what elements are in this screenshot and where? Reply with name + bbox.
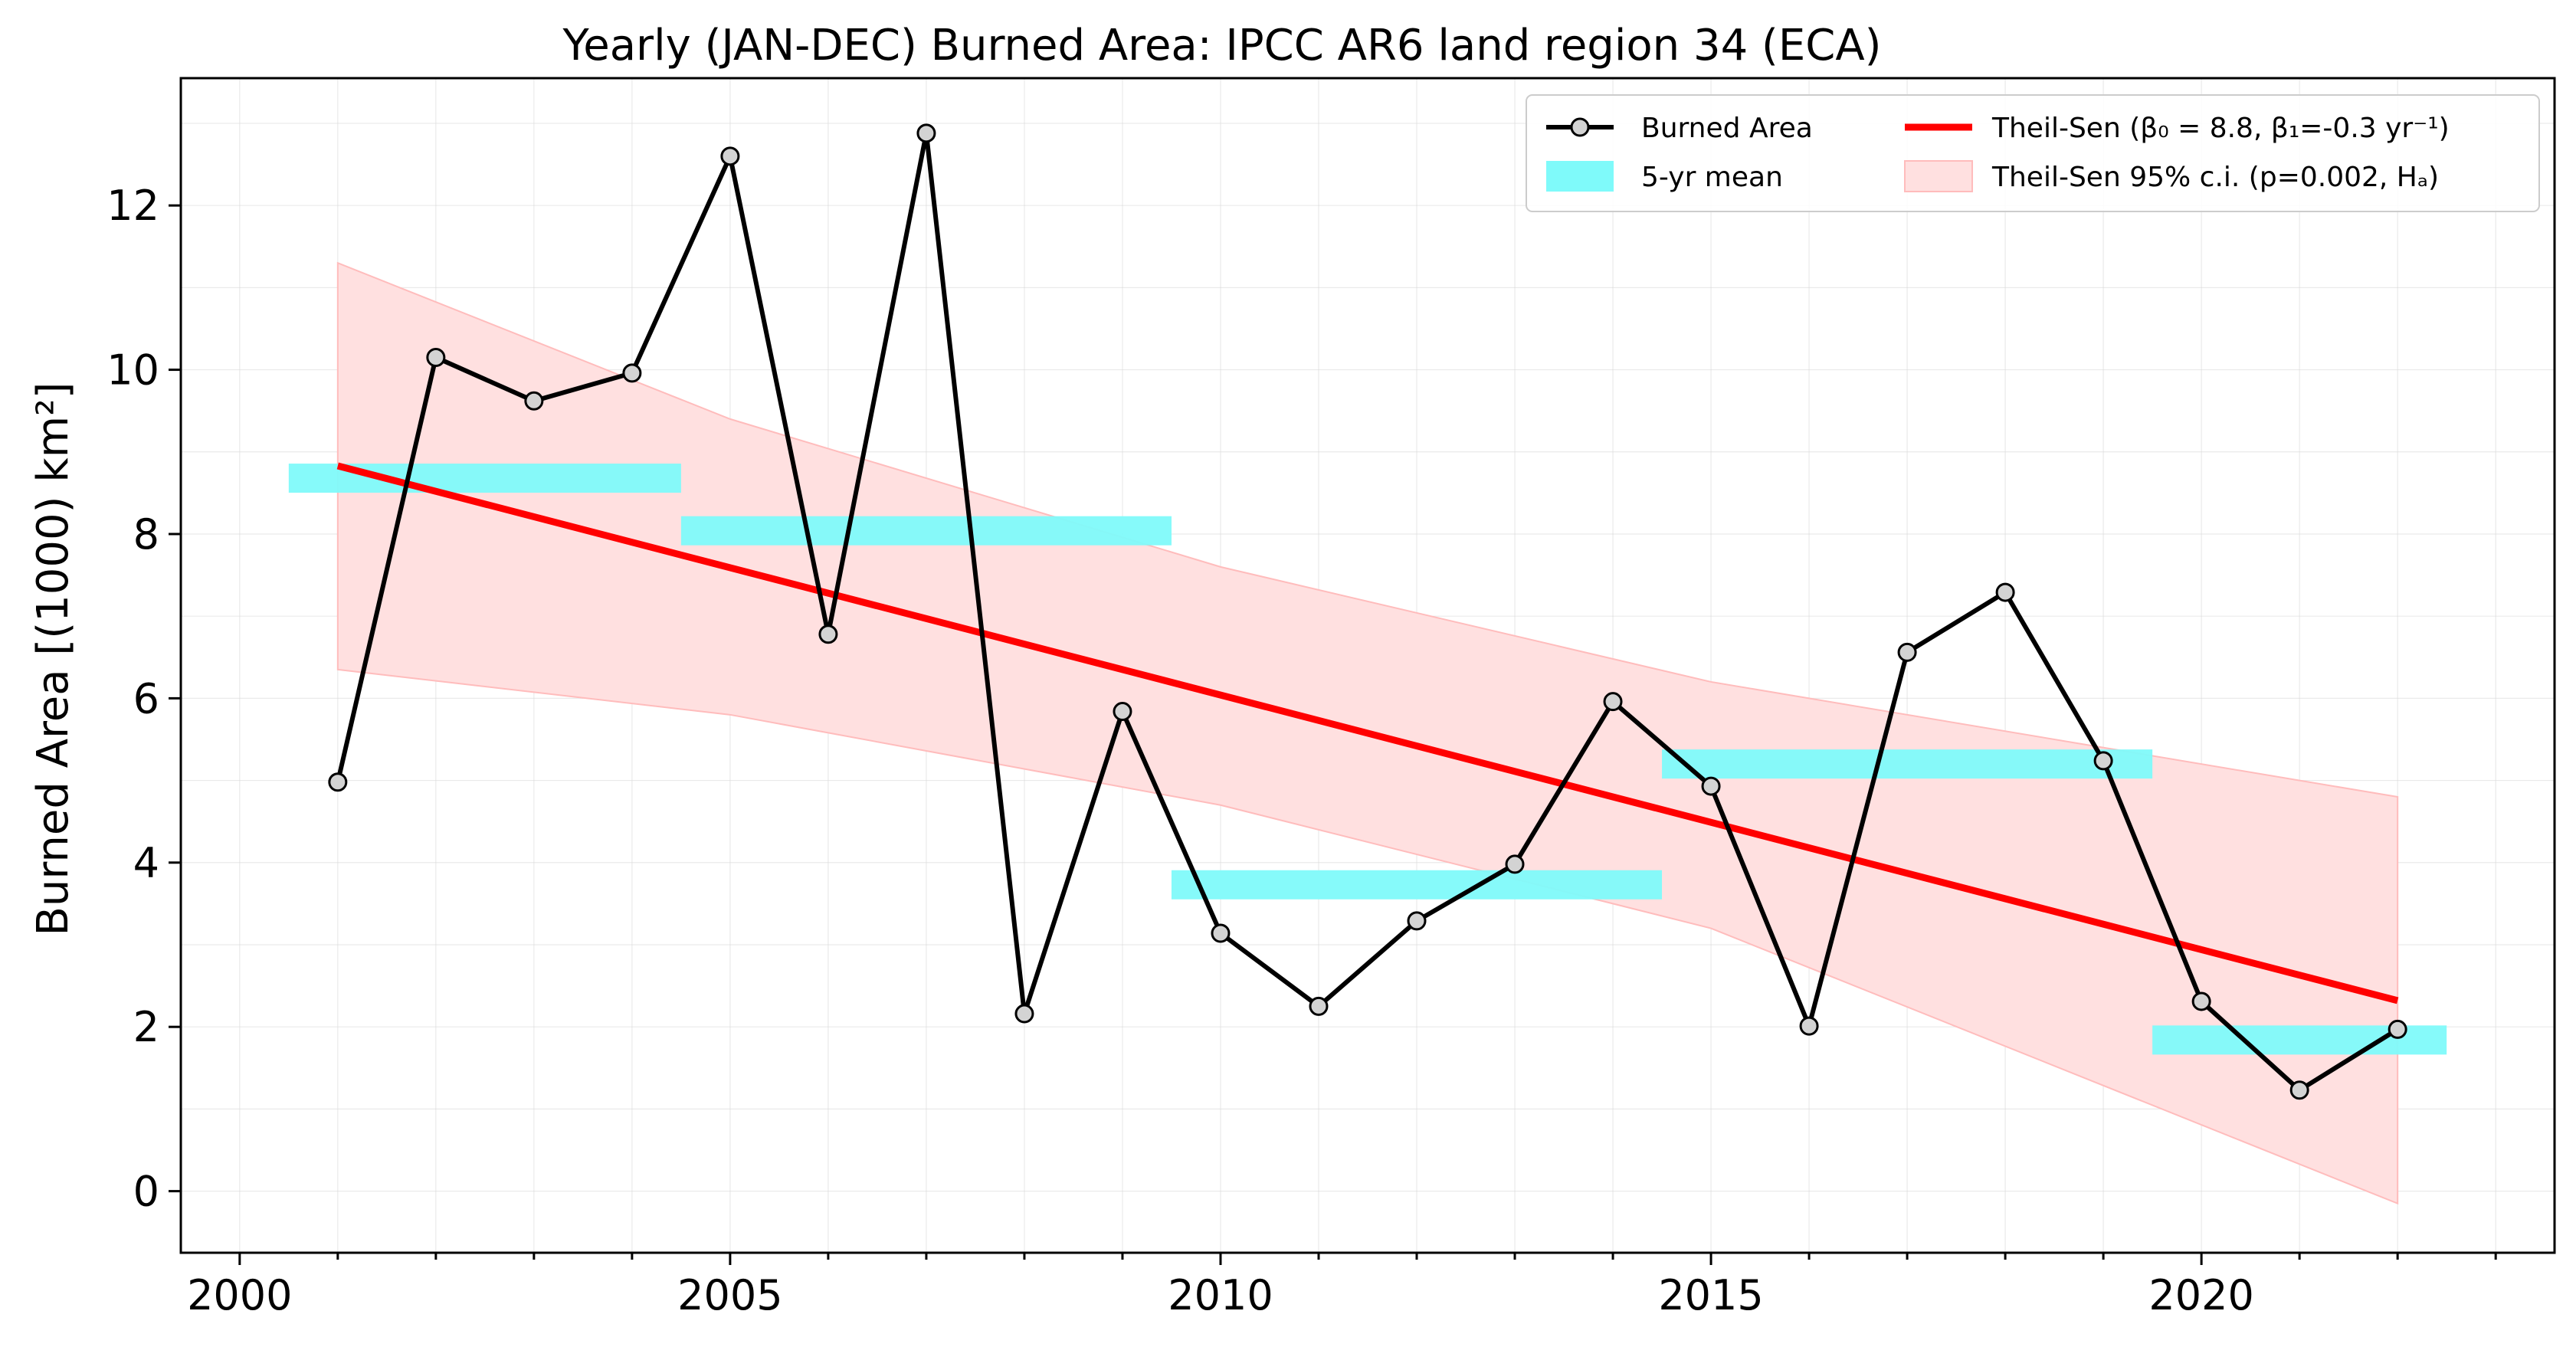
y-tick-label: 2: [133, 1003, 159, 1051]
y-tick-label: 4: [133, 839, 159, 887]
y-tick-label: 8: [133, 510, 159, 559]
y-tick-label: 12: [107, 182, 159, 230]
burned-area-point: [1995, 582, 2015, 602]
y-tick-label: 10: [107, 346, 159, 395]
burned-area-point: [1014, 1004, 1034, 1024]
legend-five-yr-mean-label: 5-yr mean: [1641, 162, 1783, 193]
x-tick-label: 2005: [677, 1271, 782, 1319]
burned-area-point: [1407, 911, 1427, 931]
x-tick-label: 2000: [187, 1271, 292, 1319]
burned-area-point: [1799, 1016, 1819, 1036]
legend-theil-sen-label: Theil-Sen (β₀ = 8.8, β₁=-0.3 yr⁻¹): [1991, 113, 2450, 144]
legend-box: [1526, 94, 2540, 212]
y-tick-label: 6: [133, 674, 159, 723]
five-yr-mean-bars: [288, 464, 2447, 1055]
five-yr-mean-bar: [1662, 749, 2153, 779]
legend-ci-label: Theil-Sen 95% c.i. (p=0.002, Hₐ): [1991, 162, 2439, 193]
y-axis-label: Burned Area [(1000) km²]: [28, 382, 78, 936]
burned-area-point: [720, 146, 740, 166]
five-yr-mean-bar: [680, 516, 1172, 546]
burned-area-point: [622, 363, 642, 383]
burned-area-point: [916, 123, 936, 143]
burned-area-point: [2093, 751, 2113, 771]
burned-area-line: [335, 133, 2399, 1093]
chart-title: Yearly (JAN-DEC) Burned Area: IPCC AR6 l…: [562, 21, 1882, 70]
burned-area-point: [524, 391, 544, 411]
burned-area-point: [2388, 1019, 2407, 1039]
burned-area-point: [1505, 854, 1525, 874]
theil-sen-trend: [336, 462, 2399, 1005]
five-yr-mean-bar: [1171, 870, 1663, 900]
burned-area-point: [1211, 923, 1231, 943]
burned-area-point: [2191, 991, 2211, 1011]
y-tick-label: 0: [133, 1168, 159, 1216]
plot-frame: [179, 77, 2556, 1254]
legend: Burned Area 5-yr mean Theil-Sen (β₀ = 8.8,…: [1526, 94, 2540, 212]
burned-area-point: [818, 624, 838, 644]
burned-area-point: [1701, 776, 1721, 796]
axes: 2000 2005 2010 2015 2020 0 2 4 6 8 10 12: [107, 77, 2556, 1319]
legend-five-yr-mean-swatch: [1546, 161, 1614, 192]
burned-area-series: [328, 123, 2407, 1100]
legend-burned-area-marker: [1570, 117, 1590, 137]
x-tick-label: 2010: [1168, 1271, 1273, 1319]
burned-area-point: [1897, 642, 1917, 662]
burned-area-point: [1603, 692, 1623, 712]
theil-sen-line: [336, 462, 2399, 1005]
x-tick-label: 2015: [1658, 1271, 1763, 1319]
burned-area-point: [2289, 1080, 2309, 1100]
burned-area-point: [1113, 702, 1132, 722]
burned-area-point: [328, 772, 348, 792]
burned-area-point: [1309, 996, 1329, 1016]
x-tick-label: 2020: [2148, 1271, 2253, 1319]
burned-area-point: [426, 347, 446, 367]
legend-burned-area-label: Burned Area: [1641, 113, 1813, 144]
legend-ci-swatch: [1904, 160, 1973, 192]
